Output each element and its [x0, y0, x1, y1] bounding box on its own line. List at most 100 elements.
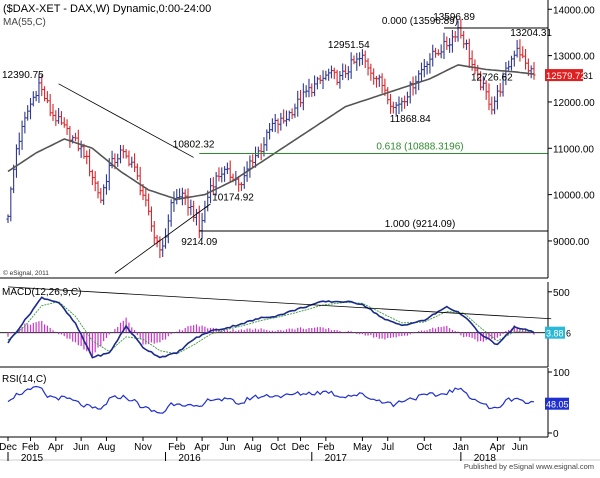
rsi-tick-label: 100 — [553, 368, 570, 379]
ohlc-bar — [26, 105, 30, 121]
fib-level-label: 1.000 (9214.09) — [385, 219, 456, 230]
publisher-credit: Published by eSignal www.esignal.com — [464, 462, 594, 471]
last-close-badge — [545, 69, 583, 82]
ohlc-bar — [220, 167, 224, 183]
x-tick-label: Apr — [490, 442, 506, 453]
rsi-line — [7, 385, 535, 414]
ohlc-bar — [521, 46, 525, 59]
ohlc-bar — [93, 171, 97, 192]
trendline-rising — [114, 203, 211, 274]
ohlc-bar — [248, 155, 252, 178]
x-tick-label: Jun — [512, 442, 528, 453]
ohlc-bar — [99, 188, 103, 204]
ohlc-bar — [369, 63, 373, 81]
year-label: 2015 — [21, 453, 44, 464]
price-panel: 0.000 (13596.89) 0.618 (10888.3196) 1.000 … — [2, 12, 552, 274]
ohlc-bar — [192, 200, 196, 222]
price-tick-label: 12000.00 — [553, 98, 595, 109]
ohlc-bar — [203, 200, 207, 223]
ohlc-bar — [147, 193, 151, 216]
price-annotation: 11868.84 — [390, 114, 431, 125]
ohlc-bar — [87, 148, 92, 177]
ohlc-bar — [121, 145, 125, 159]
ohlc-bar — [523, 49, 528, 70]
ohlc-bar — [135, 163, 139, 181]
price-annotation: 9214.09 — [181, 237, 218, 248]
ohlc-bar — [436, 49, 440, 56]
macd-line — [7, 296, 535, 359]
ohlc-bar — [448, 38, 452, 53]
price-annotation: 10174.92 — [212, 192, 254, 203]
year-label: 2018 — [474, 453, 497, 464]
ohlc-bar — [217, 167, 221, 182]
x-tick-label: Jan — [453, 442, 469, 453]
ohlc-bar — [338, 71, 342, 89]
ohlc-bar — [422, 58, 426, 78]
ohlc-bar — [62, 117, 66, 128]
ohlc-bar — [532, 62, 536, 80]
ohlc-bar — [515, 39, 519, 58]
ohlc-bar — [386, 87, 390, 105]
ohlc-bar — [118, 145, 123, 164]
ohlc-bar — [256, 146, 260, 159]
x-tick-label: Dec — [0, 442, 17, 453]
x-tick-label: Apr — [194, 442, 210, 453]
ohlc-bar — [186, 188, 190, 216]
ohlc-bar — [166, 214, 170, 244]
ohlc-bar — [14, 144, 19, 178]
ohlc-bar — [200, 212, 204, 239]
price-annotation: 13204.31 — [510, 28, 552, 39]
ma55-line — [7, 64, 535, 201]
price-tick-label: 11000.00 — [553, 144, 594, 155]
price-annotation: 10802.32 — [173, 139, 215, 150]
ohlc-bar — [194, 208, 199, 226]
ohlc-bar — [296, 90, 300, 117]
ohlc-bar — [358, 52, 362, 67]
x-tick-label: Oct — [417, 442, 433, 453]
ohlc-bar — [180, 187, 184, 206]
x-tick-label: Jun — [219, 442, 235, 453]
ohlc-bar — [267, 122, 272, 140]
ohlc-bar — [265, 129, 269, 152]
ohlc-bar — [287, 110, 291, 122]
ohlc-bar — [403, 95, 407, 109]
ohlc-bar — [493, 96, 497, 115]
ohlc-bar — [487, 83, 491, 111]
ohlc-bar — [433, 47, 438, 58]
ohlc-bar — [6, 214, 10, 223]
ohlc-bar — [127, 150, 131, 167]
x-tick-label: Aug — [98, 442, 116, 453]
ohlc-bar — [312, 75, 317, 97]
ohlc-bar — [360, 49, 365, 66]
ohlc-bar — [282, 109, 286, 124]
ohlc-bar — [318, 75, 322, 85]
x-tick-label: Feb — [22, 442, 40, 453]
ohlc-bar — [222, 166, 227, 182]
rsi-last-badge — [545, 397, 569, 410]
ohlc-bar — [329, 65, 334, 79]
ohlc-bar — [20, 120, 24, 150]
ohlc-bar — [391, 101, 395, 114]
last-close-suffix: 31 — [583, 71, 593, 81]
ohlc-bar — [349, 52, 353, 79]
ohlc-bar — [279, 112, 283, 131]
macd-panel — [0, 286, 552, 359]
ohlc-bar — [102, 184, 106, 205]
fib-level-label: 0.618 (10888.3196) — [376, 141, 463, 152]
ohlc-bar — [152, 221, 156, 245]
ohlc-bar — [284, 110, 289, 127]
ohlc-bar — [307, 78, 311, 98]
year-label: 2016 — [178, 453, 201, 464]
ohlc-bar — [51, 103, 55, 121]
price-annotation: 12390.75 — [2, 70, 44, 81]
macd-last-value: 3.88 — [546, 329, 564, 339]
ohlc-bar — [42, 86, 47, 102]
rsi-label: RSI(14,C) — [2, 374, 46, 385]
ohlc-bar — [332, 67, 336, 80]
macd-last-badge — [545, 326, 565, 339]
x-tick-label: Feb — [317, 442, 335, 453]
ohlc-bar — [290, 108, 294, 120]
ohlc-bar — [293, 103, 297, 118]
